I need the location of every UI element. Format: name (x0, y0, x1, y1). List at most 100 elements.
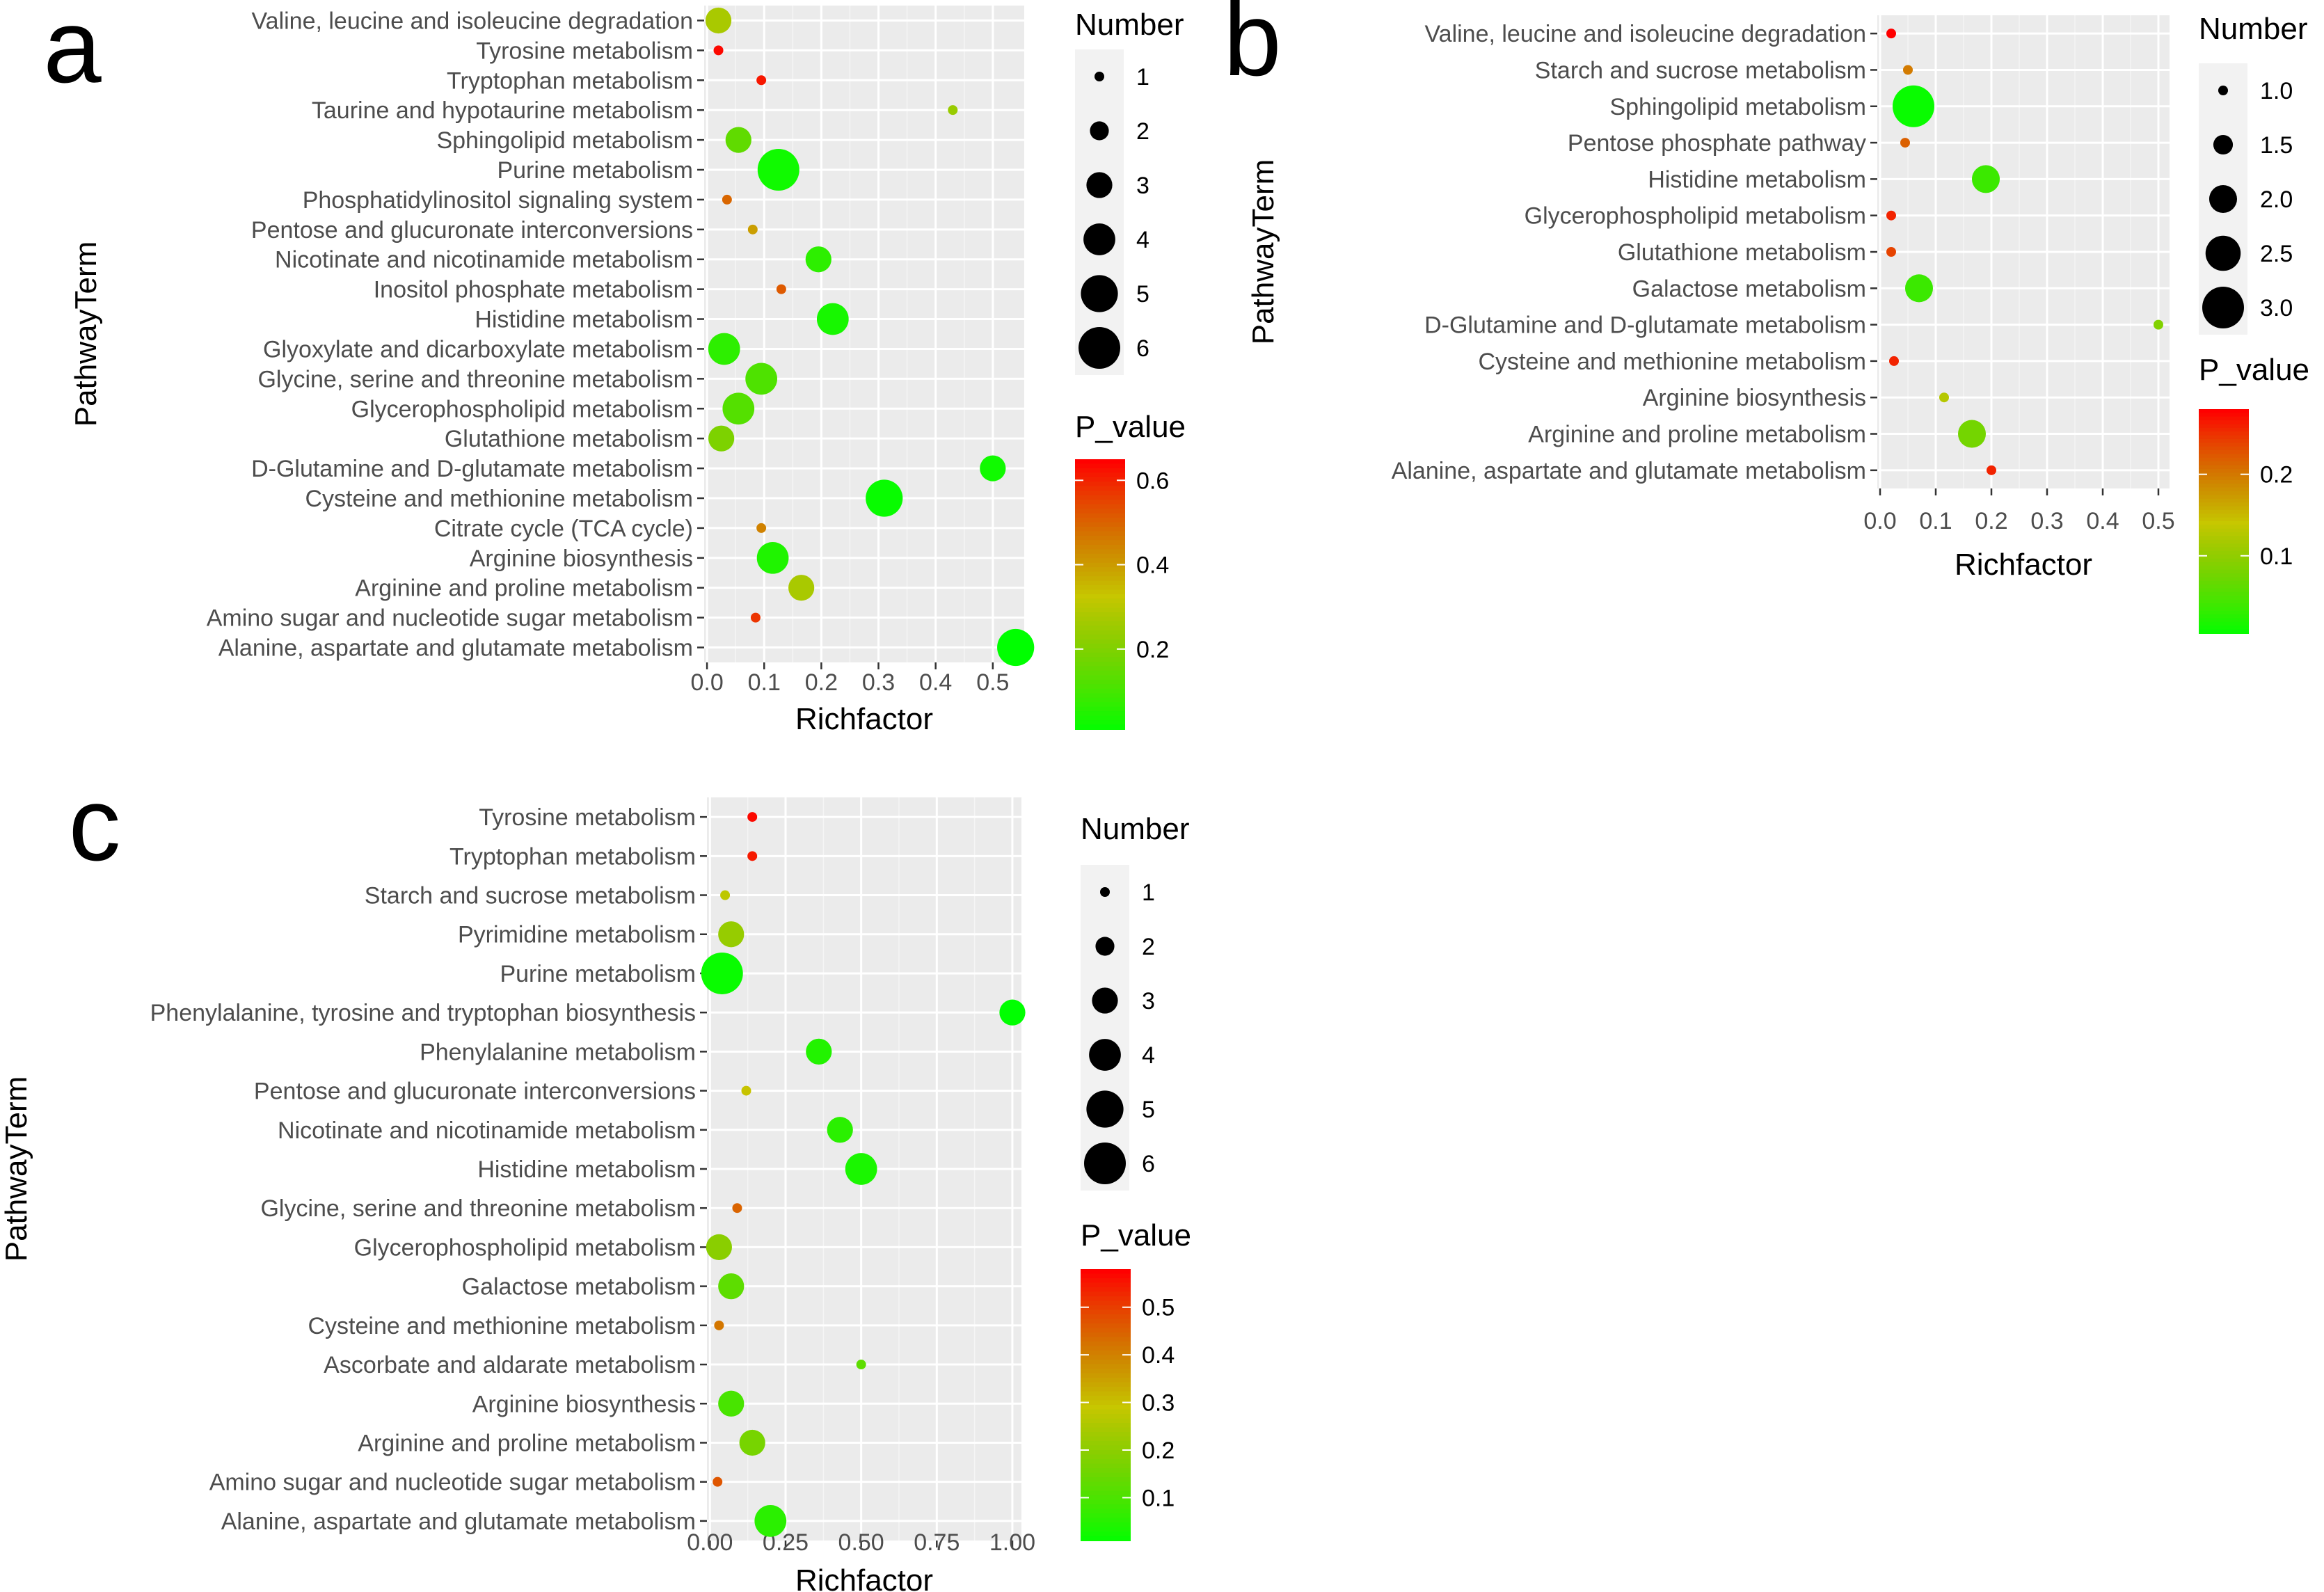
pathway-term-label: Arginine and proline metabolism (355, 575, 693, 602)
color-bar-segment (2199, 580, 2249, 586)
data-point (750, 612, 761, 623)
x-tick-label: 0.00 (687, 1529, 733, 1556)
color-bar-segment (1081, 1400, 1131, 1406)
color-bar-segment (2199, 591, 2249, 597)
color-bar-segment (1075, 522, 1125, 527)
pathway-term-label: Taurine and hypotaurine metabolism (312, 97, 693, 124)
color-bar-segment (1075, 544, 1125, 550)
data-point (756, 523, 767, 533)
color-bar-segment (2199, 424, 2249, 429)
size-legend-label: 1 (1142, 879, 1155, 906)
color-bar-segment (2199, 461, 2249, 466)
color-bar-segment (1081, 1445, 1131, 1451)
color-bar-segment (1081, 1468, 1131, 1474)
color-bar-segment (1081, 1360, 1131, 1365)
data-point (856, 1360, 866, 1370)
size-legend-dot (1079, 327, 1120, 369)
size-legend-label: 2 (1142, 934, 1155, 960)
pathway-term-label: Glycine, serine and threonine metabolism (257, 366, 693, 392)
color-bar-segment (1075, 500, 1125, 505)
color-bar-segment (1075, 679, 1125, 685)
pathway-term-label: Nicotinate and nicotinamide metabolism (278, 1117, 696, 1144)
panel-a: a 0.0 0.1 0.2 0.3 0.4 0.5 Valine, leucine and i… (43, 0, 1186, 736)
color-bar-segment (2199, 629, 2249, 634)
data-point (722, 392, 755, 425)
data-point (827, 1117, 853, 1143)
color-bar-segment (1081, 1296, 1131, 1302)
size-legend-dot (2202, 287, 2244, 328)
data-point (788, 575, 815, 601)
pathway-term-label: Alanine, aspartate and glutamate metabol… (218, 635, 693, 662)
color-bar-segment (2199, 558, 2249, 564)
color-bar-segment (2199, 487, 2249, 493)
pathway-term-label: Alanine, aspartate and glutamate metabol… (1392, 458, 1866, 484)
color-bar-segment (1081, 1454, 1131, 1460)
pathway-term-label: Galactose metabolism (462, 1274, 696, 1300)
pathway-term-label: Histidine metabolism (475, 307, 693, 333)
color-bar-segment (2199, 618, 2249, 623)
color-bar-segment (1081, 1351, 1131, 1356)
color-bar-segment (1081, 1337, 1131, 1342)
pathway-term-label: Tryptophan metabolism (449, 843, 696, 870)
color-bar-segment (1075, 666, 1125, 671)
color-legend-label: 0.2 (1142, 1438, 1175, 1464)
data-point (705, 7, 732, 34)
data-point (708, 425, 735, 452)
size-legend-label: 5 (1142, 1097, 1155, 1123)
color-bar-segment (1081, 1513, 1131, 1519)
size-legend-label: 4 (1136, 227, 1149, 253)
color-legend-label: 0.5 (1142, 1295, 1175, 1321)
pathway-term-label: Tyrosine metabolism (479, 804, 696, 831)
color-bar-segment (1075, 711, 1125, 717)
color-bar-segment (1081, 1423, 1131, 1428)
color-bar-segment (2199, 528, 2249, 534)
color-bar-segment (1075, 715, 1125, 722)
color-bar-segment (1081, 1282, 1131, 1288)
color-bar-segment (1081, 1346, 1131, 1351)
data-point (999, 999, 1026, 1026)
size-legend-label: 4 (1142, 1042, 1155, 1069)
pathway-term-label: Tryptophan metabolism (447, 67, 693, 94)
pathway-term-label: Phenylalanine metabolism (420, 1039, 696, 1065)
x-tick-label: 0.0 (1863, 508, 1896, 534)
color-bar-segment (2199, 521, 2249, 526)
x-tick-label: 0.4 (2086, 508, 2119, 534)
color-bar-segment (1075, 589, 1125, 595)
data-point (739, 1429, 765, 1456)
color-bar-segment (2199, 584, 2249, 589)
pathway-term-label: Arginine biosynthesis (472, 1391, 696, 1417)
size-legend-dot (1083, 223, 1115, 255)
color-bar-segment (1081, 1273, 1131, 1279)
pathway-term-label: Sphingolipid metabolism (1609, 94, 1866, 120)
data-point (713, 45, 724, 56)
size-legend-dot (2205, 235, 2241, 271)
color-bar-segment (1075, 558, 1125, 564)
pathway-term-label: Glycerophospholipid metabolism (354, 1234, 696, 1261)
color-bar-segment (1081, 1369, 1131, 1374)
color-bar-segment (2199, 626, 2249, 630)
color-bar-segment (1081, 1278, 1131, 1284)
color-bar-segment (1075, 535, 1125, 541)
size-legend-dot (2218, 86, 2228, 95)
data-point (718, 1273, 745, 1300)
color-bar-segment (1075, 562, 1125, 568)
size-legend-label: 6 (1136, 335, 1149, 362)
data-point (805, 246, 831, 273)
color-bar-segment (1075, 491, 1125, 496)
pathway-term-label: Purine metabolism (497, 157, 693, 184)
pathway-term-label: Cysteine and methionine metabolism (308, 1313, 696, 1339)
size-legend-dot (1084, 1143, 1126, 1184)
pathway-term-label: Pentose and glucuronate interconversions (254, 1078, 696, 1105)
pathway-term-label: Arginine biosynthesis (1643, 385, 1866, 411)
size-legend-title: Number (2199, 12, 2308, 46)
color-bar-segment (1081, 1477, 1131, 1483)
pathway-term-label: Arginine and proline metabolism (358, 1430, 696, 1456)
size-legend-dot (1095, 72, 1104, 81)
color-bar-segment (2199, 539, 2249, 545)
color-bar-segment (1081, 1396, 1131, 1401)
pathway-term-label: Pyrimidine metabolism (458, 922, 696, 948)
color-bar-segment (1075, 653, 1125, 658)
pathway-term-label: Sphingolipid metabolism (436, 127, 693, 154)
color-bar-segment (1075, 518, 1125, 523)
color-bar-segment (2199, 491, 2249, 496)
